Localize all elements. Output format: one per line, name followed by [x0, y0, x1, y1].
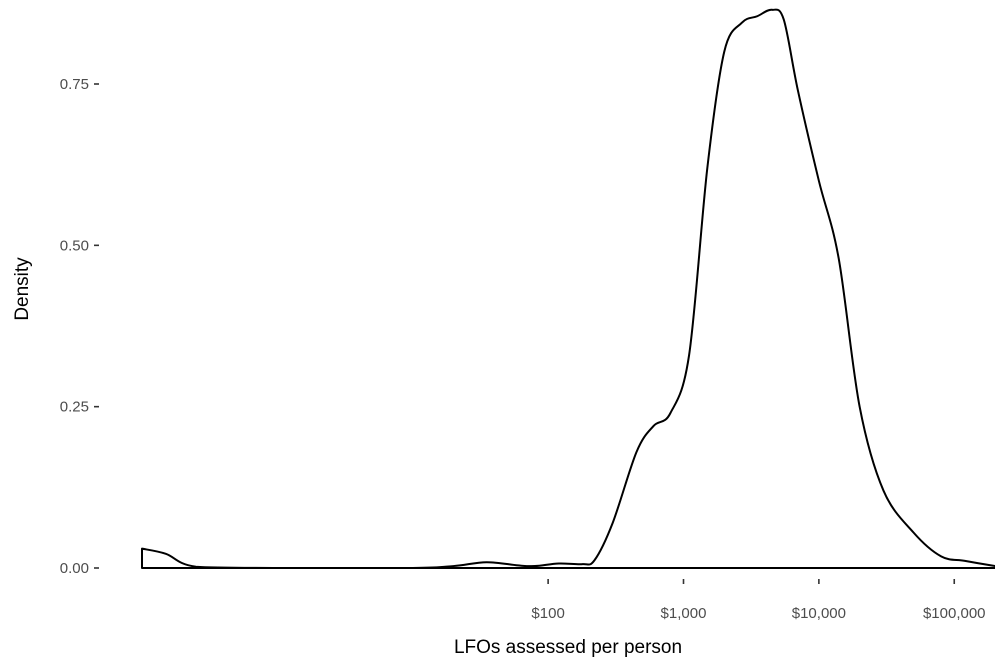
x-tick-label: $100,000 [923, 605, 986, 622]
x-axis-title: LFOs assessed per person [454, 637, 682, 658]
y-tick-label: 0.75 [60, 76, 89, 93]
y-axis-title: Density [12, 257, 33, 321]
density-curve [141, 8, 995, 570]
x-tick-label: $10,000 [792, 605, 846, 622]
y-axis: 0.00 0.25 0.50 0.75 [60, 76, 99, 577]
y-tick-label: 0.25 [60, 399, 89, 416]
x-tick-label: $100 [531, 605, 564, 622]
x-tick-label: $1,000 [661, 605, 707, 622]
plot-area [141, 8, 995, 570]
y-tick-label: 0.00 [60, 560, 89, 577]
x-axis: $100 $1,000 $10,000 $100,000 [531, 579, 986, 622]
y-tick-label: 0.50 [60, 237, 89, 254]
